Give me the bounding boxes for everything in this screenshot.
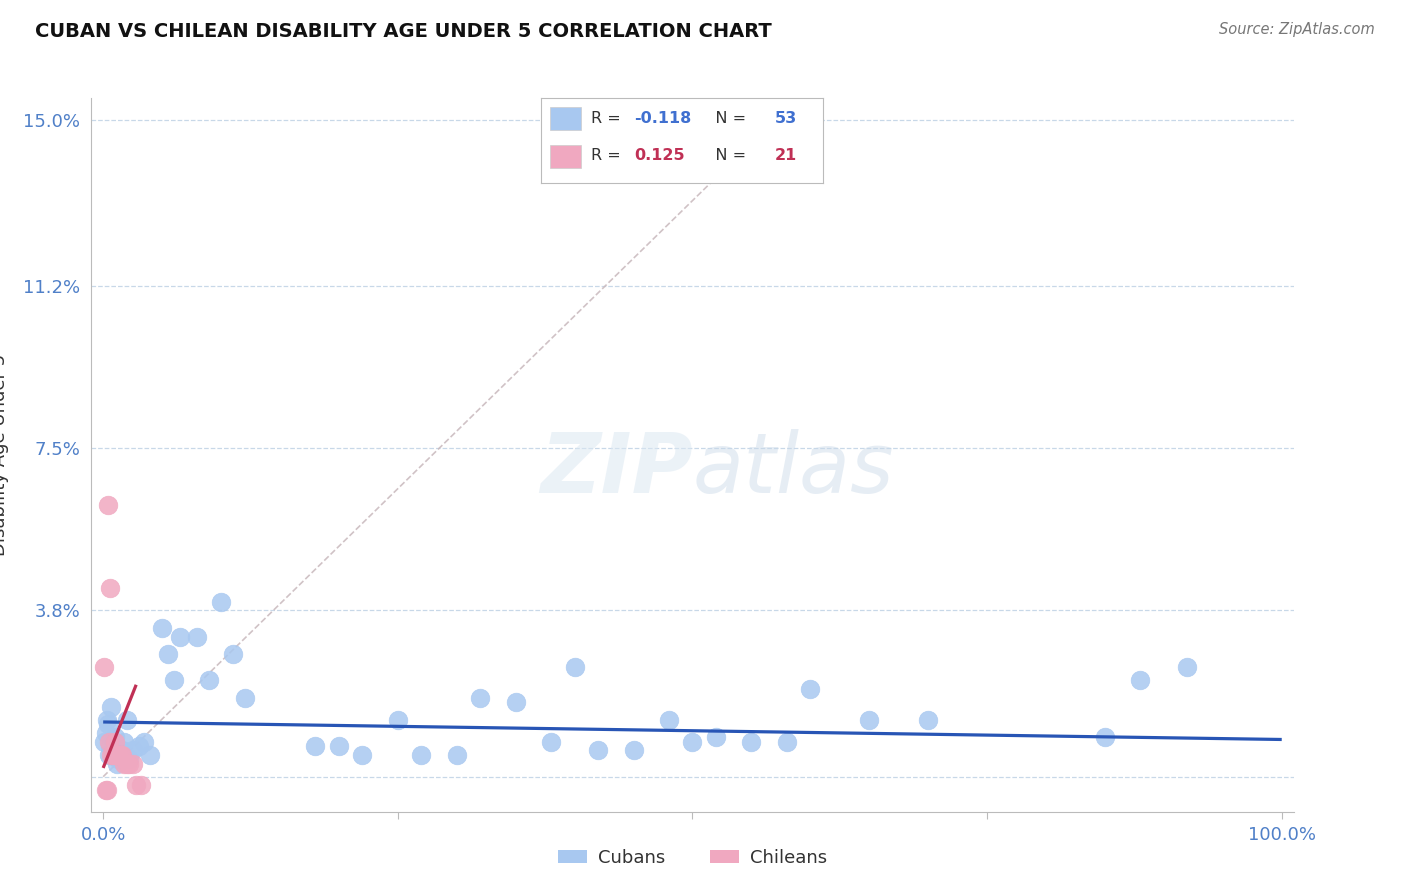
Point xyxy=(198,673,221,688)
Point xyxy=(98,739,121,753)
Point xyxy=(105,747,128,762)
Point xyxy=(118,756,141,771)
Point xyxy=(100,747,122,762)
Point xyxy=(97,498,120,512)
Point xyxy=(328,739,350,753)
FancyBboxPatch shape xyxy=(550,107,581,130)
Point xyxy=(115,756,138,771)
Point xyxy=(586,743,609,757)
Text: 53: 53 xyxy=(775,111,797,126)
Point xyxy=(96,782,118,797)
Point xyxy=(134,734,156,748)
Point xyxy=(858,713,880,727)
FancyBboxPatch shape xyxy=(550,145,581,168)
Point xyxy=(163,673,186,688)
Point xyxy=(209,594,232,608)
Point xyxy=(658,713,681,727)
Point xyxy=(446,747,468,762)
Point xyxy=(1177,660,1199,674)
Point xyxy=(222,647,245,661)
Point xyxy=(94,726,117,740)
Point xyxy=(1094,731,1116,745)
Point xyxy=(103,734,125,748)
Point xyxy=(387,713,409,727)
Point xyxy=(352,747,374,762)
Point xyxy=(128,739,150,753)
Point xyxy=(110,747,132,762)
Text: atlas: atlas xyxy=(692,429,894,509)
Point xyxy=(799,682,821,697)
Point xyxy=(623,743,645,757)
Point xyxy=(97,717,120,731)
Point xyxy=(470,690,492,705)
Point xyxy=(101,747,124,762)
Point xyxy=(98,747,121,762)
Text: CUBAN VS CHILEAN DISABILITY AGE UNDER 5 CORRELATION CHART: CUBAN VS CHILEAN DISABILITY AGE UNDER 5 … xyxy=(35,22,772,41)
Point xyxy=(681,734,703,748)
Point xyxy=(121,743,143,757)
Point xyxy=(94,782,117,797)
Point xyxy=(98,734,121,748)
Text: 0.125: 0.125 xyxy=(634,148,685,163)
Point xyxy=(101,743,124,757)
Text: Source: ZipAtlas.com: Source: ZipAtlas.com xyxy=(1219,22,1375,37)
Point xyxy=(107,752,129,766)
Text: R =: R = xyxy=(591,148,630,163)
Point xyxy=(150,621,173,635)
Point xyxy=(105,747,128,762)
Point xyxy=(115,713,138,727)
Point xyxy=(704,731,727,745)
Point xyxy=(103,747,125,762)
Point xyxy=(100,699,122,714)
Text: -0.118: -0.118 xyxy=(634,111,692,126)
Point xyxy=(540,734,562,748)
Point xyxy=(112,756,135,771)
Point xyxy=(110,747,132,762)
Y-axis label: Disability Age Under 5: Disability Age Under 5 xyxy=(0,354,10,556)
Point xyxy=(107,747,129,762)
Point xyxy=(104,734,127,748)
Point xyxy=(111,743,134,757)
Point xyxy=(156,647,179,661)
Text: R =: R = xyxy=(591,111,626,126)
Point xyxy=(169,630,191,644)
Point xyxy=(105,756,128,771)
Point xyxy=(96,713,118,727)
Point xyxy=(118,752,141,766)
Point xyxy=(139,747,162,762)
Point xyxy=(564,660,586,674)
Point xyxy=(104,731,127,745)
Point xyxy=(304,739,326,753)
Text: ZIP: ZIP xyxy=(540,429,692,509)
Point xyxy=(121,756,143,771)
Point xyxy=(93,734,115,748)
Text: N =: N = xyxy=(700,148,756,163)
Point xyxy=(112,734,135,748)
Point xyxy=(98,582,121,596)
Point xyxy=(917,713,939,727)
Point xyxy=(111,747,134,762)
Point xyxy=(740,734,762,748)
Point xyxy=(125,779,148,793)
Point xyxy=(505,695,527,709)
Point xyxy=(129,779,152,793)
Point xyxy=(186,630,208,644)
Point xyxy=(1129,673,1152,688)
Point xyxy=(776,734,799,748)
Point xyxy=(411,747,433,762)
Point xyxy=(93,660,115,674)
Point xyxy=(233,690,256,705)
Text: N =: N = xyxy=(700,111,751,126)
Legend: Cubans, Chileans: Cubans, Chileans xyxy=(551,842,834,874)
Text: 21: 21 xyxy=(775,148,797,163)
